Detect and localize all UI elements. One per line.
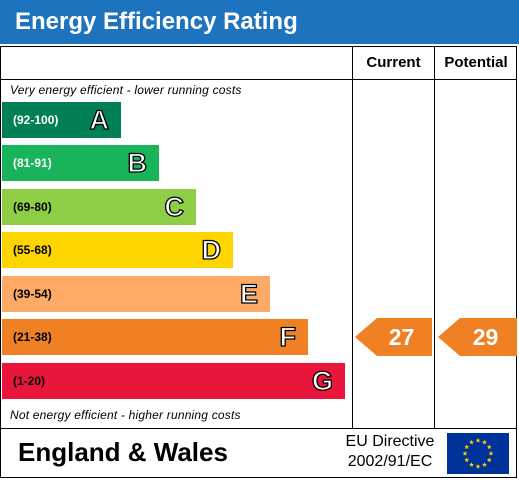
band-letter: D	[201, 234, 222, 265]
rating-band-c: (69-80) C	[2, 189, 196, 225]
band-letter: C	[164, 191, 185, 222]
eu-star-icon	[462, 450, 468, 456]
footer-divider	[0, 428, 517, 429]
eu-directive-line1: EU Directive	[345, 433, 435, 450]
header-divider	[0, 79, 517, 80]
eu-star-icon	[469, 462, 474, 467]
top-caption: Very energy efficient - lower running co…	[10, 83, 242, 97]
potential-column-header: Potential	[444, 54, 508, 71]
page-title: Energy Efficiency Rating	[0, 0, 519, 44]
band-letter: A	[89, 104, 110, 135]
bottom-caption: Not energy efficient - higher running co…	[10, 408, 241, 422]
eu-directive-label: EU Directive 2002/91/EC	[336, 432, 444, 472]
eu-flag-icon	[447, 433, 509, 474]
rating-band-e: (39-54) E	[2, 276, 270, 312]
band-range-label: (39-54)	[13, 287, 52, 301]
eu-directive-line2: 2002/91/EC	[347, 453, 433, 470]
rating-band-f: (21-38) F	[2, 319, 308, 355]
eu-star-icon	[475, 463, 481, 469]
column-divider	[434, 46, 435, 429]
eu-star-icon	[482, 439, 487, 445]
band-range-label: (69-80)	[13, 200, 52, 214]
band-range-label: (81-91)	[13, 156, 52, 170]
band-letter: E	[239, 278, 258, 309]
rating-table	[0, 46, 517, 478]
column-divider	[352, 46, 353, 429]
band-range-label: (92-100)	[13, 113, 59, 127]
band-letter: F	[279, 321, 297, 352]
rating-band-a: (92-100) A	[2, 102, 121, 138]
rating-band-g: (1-20) G	[2, 363, 345, 399]
rating-band-b: (81-91) B	[2, 145, 159, 181]
eu-star-icon	[486, 444, 492, 450]
current-column-header: Current	[366, 54, 421, 71]
band-letter: B	[127, 147, 148, 178]
eu-star-icon	[488, 450, 494, 456]
eu-star-icon	[482, 462, 487, 467]
eu-star-icon	[475, 437, 481, 443]
eu-star-icon	[486, 457, 492, 463]
eu-star-icon	[464, 457, 470, 463]
region-label: England & Wales	[18, 437, 228, 467]
eu-star-icon	[464, 444, 470, 450]
eu-star-icon	[469, 439, 474, 445]
band-range-label: (55-68)	[13, 243, 52, 257]
rating-band-d: (55-68) D	[2, 232, 233, 268]
band-range-label: (1-20)	[13, 374, 46, 388]
band-range-label: (21-38)	[13, 330, 52, 344]
band-letter: G	[311, 365, 333, 396]
